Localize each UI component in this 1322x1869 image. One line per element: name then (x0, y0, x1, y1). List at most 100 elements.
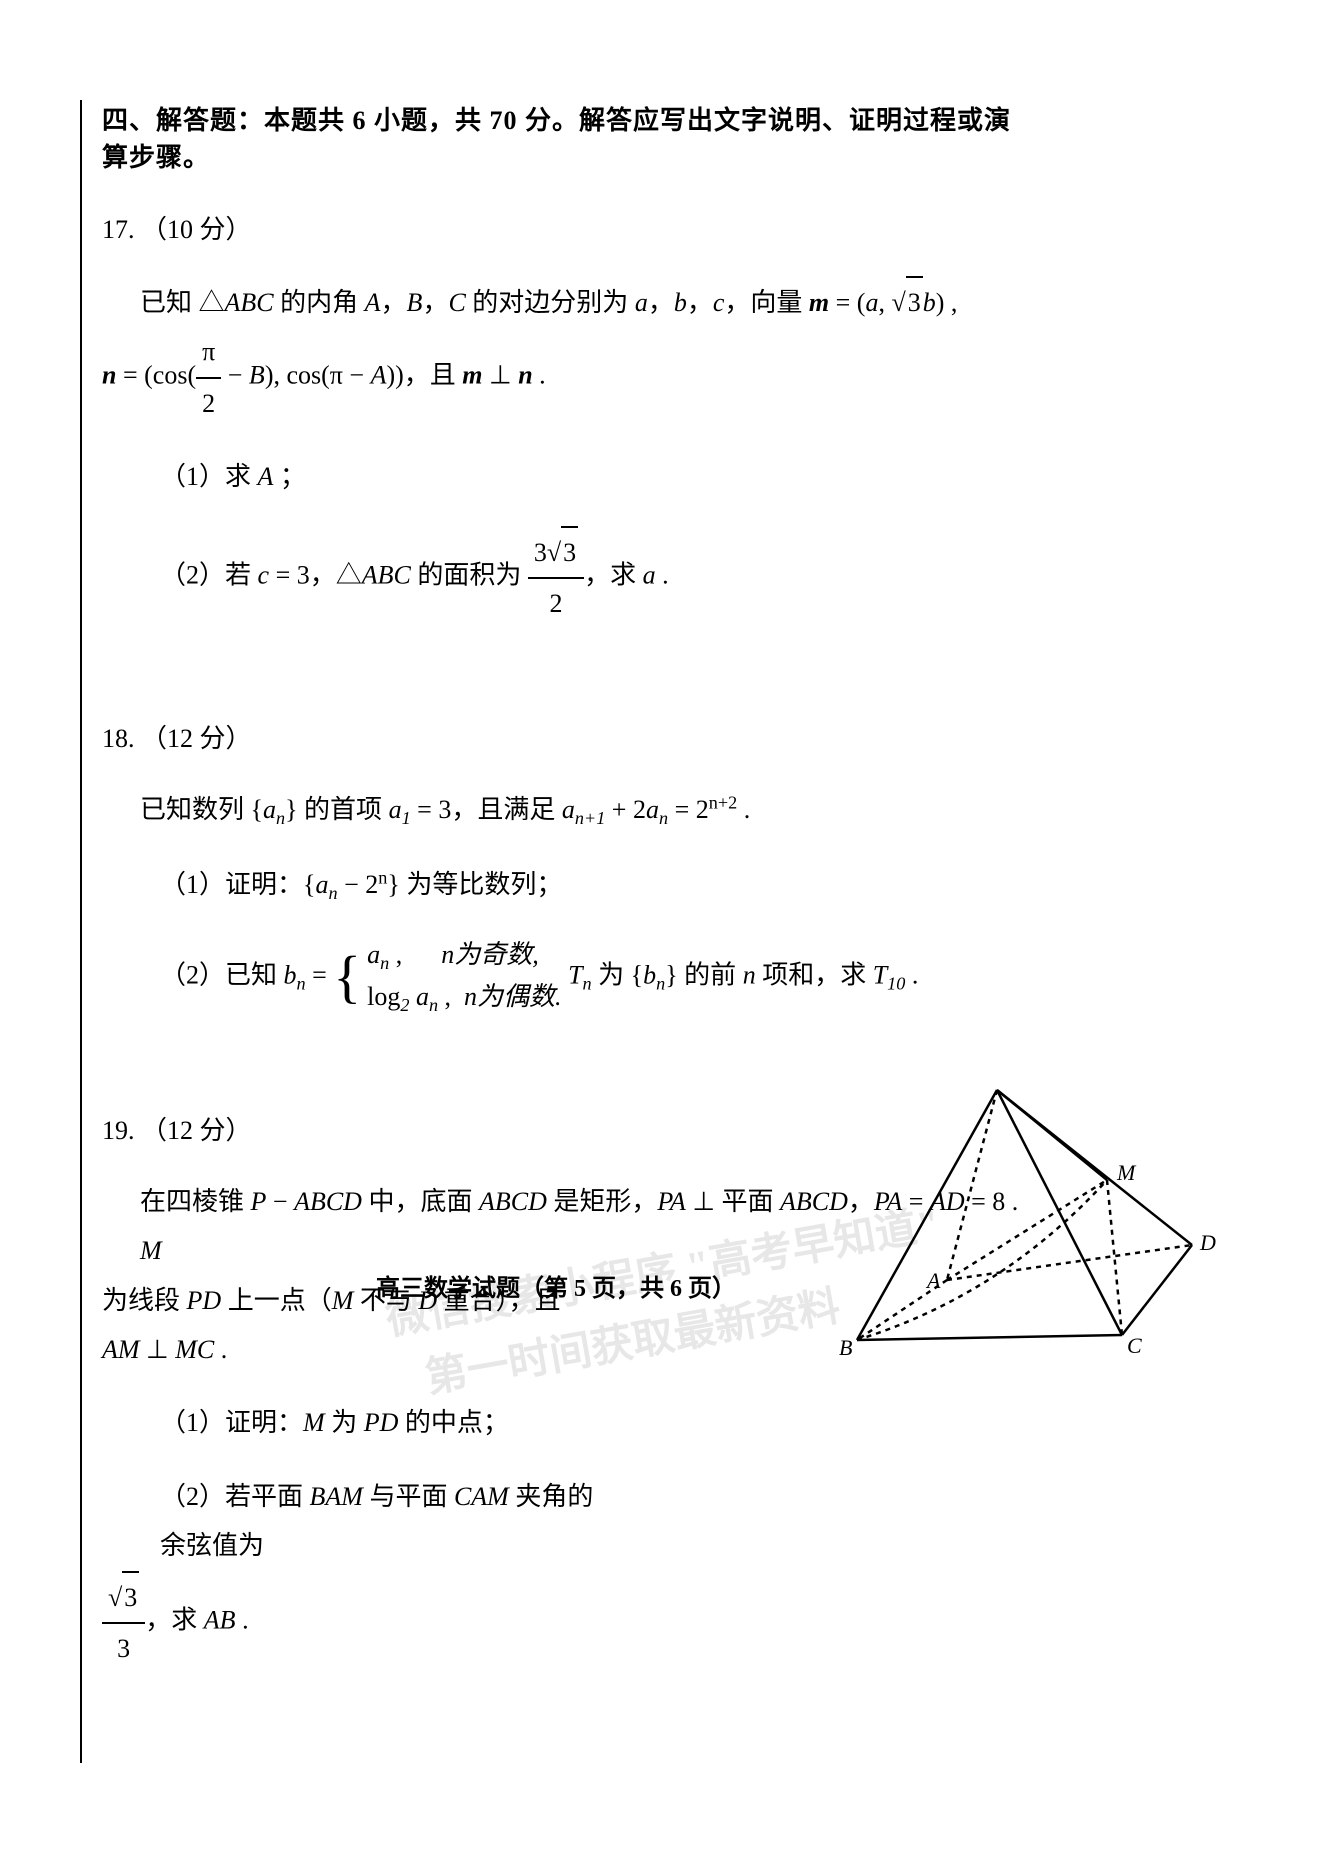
q17-s2eq: = 3，△ (269, 560, 362, 589)
q18-sub1: （1）证明：{an − 2n} 为等比数列； (102, 860, 1030, 911)
q17-C: C (448, 288, 465, 317)
q17-perp: ⊥ (483, 361, 519, 390)
q19-ABCD: ABCD (294, 1187, 362, 1216)
q19-cd: 3 (102, 1624, 145, 1673)
q18-p2: + 2 (605, 795, 646, 824)
q17-n2: n (518, 361, 532, 390)
q17-s2c: c (258, 560, 270, 589)
q17-m2: m (462, 361, 482, 390)
q17-b: b (674, 288, 687, 317)
q17-nclose: ))，且 (386, 361, 462, 390)
q17-cc: c (713, 288, 725, 317)
q17-points: （10 分） (141, 215, 252, 244)
q19-se2: . (236, 1605, 249, 1634)
q18-a1s: 1 (402, 809, 411, 829)
q17-mc: , (878, 288, 891, 317)
q18-eq3: = 3，且满足 (411, 795, 562, 824)
q18-s1end: } 为等比数列； (387, 870, 562, 899)
q18-s1an: a (315, 870, 328, 899)
q17-piden: 2 (196, 379, 221, 428)
q18-an2: a (646, 795, 659, 824)
q18-brace: { an , n为奇数, log2 an , n为偶数. (333, 935, 561, 1020)
svg-text:B: B (839, 1335, 852, 1360)
q18-an1: a (562, 795, 575, 824)
q18-ans: n (276, 809, 285, 829)
q17-per: . (533, 361, 546, 390)
q19-ss2: （2）若平面 (160, 1482, 310, 1511)
q17-an3: 3 (534, 538, 547, 567)
q19-sPD: PD (364, 1408, 399, 1437)
q17-m: m (809, 288, 829, 317)
q17-A: A (365, 288, 381, 317)
q17-neq: = (cos( (116, 361, 196, 390)
q18-s2p: （2）已知 (160, 960, 284, 989)
q19-d: − (266, 1187, 294, 1216)
q17-t3: 的对边分别为 (466, 288, 635, 317)
q18-Tn: T (568, 960, 582, 989)
q18-s2m3: } 的前 (665, 960, 742, 989)
q18-s2e: . (905, 960, 918, 989)
q18-bn2: b (643, 960, 656, 989)
q18-c2a: a (409, 982, 429, 1011)
q19-sM: M (303, 1408, 325, 1437)
q18-an1s: n+1 (575, 809, 605, 829)
q19-ss1: （1）证明： (160, 1408, 303, 1437)
q17-s2m: 的面积为 (411, 560, 528, 589)
q19-s1: 在四棱锥 (140, 1187, 251, 1216)
q19-s3: 是矩形， (547, 1187, 658, 1216)
q17-sub2: （2）若 c = 3，△ABC 的面积为 3√32，求 a . (102, 526, 1030, 629)
svg-text:C: C (1127, 1333, 1142, 1358)
q17-nA: A (371, 361, 387, 390)
q19-sm1: 与平面 (363, 1482, 454, 1511)
q19-diagram: PABCDM (832, 1085, 1222, 1365)
svg-text:M: M (1116, 1160, 1137, 1185)
section-header: 四、解答题：本题共 6 小题，共 70 分。解答应写出文字说明、证明过程或演算步… (102, 100, 1030, 174)
q17-nm1: − (221, 361, 249, 390)
q17-s2m2: ，求 (584, 560, 643, 589)
q17-t2: 的内角 (274, 288, 365, 317)
q18-a1: a (389, 795, 402, 824)
q19-se: 的中点； (398, 1408, 509, 1437)
q19-perp: ⊥ 平面 (686, 1187, 780, 1216)
q17-ma: a (865, 288, 878, 317)
q17-ans3: 3 (561, 526, 578, 577)
svg-text:D: D (1199, 1230, 1216, 1255)
q17-t4: ，向量 (724, 288, 809, 317)
q19-MC: MC (175, 1335, 214, 1364)
q17-c4: ， (687, 288, 713, 317)
q17-pinum: π (196, 327, 221, 378)
q17-meq: = ( (829, 288, 865, 317)
q18-an: a (263, 795, 276, 824)
q17-s1e: ； (273, 462, 306, 491)
q17-number: 17. (102, 215, 135, 244)
q18-c2s: n (429, 996, 438, 1016)
q18-number: 18. (102, 724, 135, 753)
q18-c2l: log (367, 982, 400, 1011)
q17-s2a: a (643, 560, 656, 589)
q18-s1p: （1）证明：{ (160, 870, 315, 899)
problem-18: 18. （12 分） 已知数列 {an} 的首项 a1 = 3，且满足 an+1… (102, 718, 1030, 1020)
q19-sm3: ，求 (145, 1605, 204, 1634)
q18-bns: n (297, 974, 306, 994)
q17-stem-line1: 已知 △ABC 的内角 A，B，C 的对边分别为 a，b，c，向量 m = (a… (102, 276, 1030, 327)
problem-17: 17. （10 分） 已知 △ABC 的内角 A，B，C 的对边分别为 a，b，… (102, 209, 1030, 628)
q19-sub2-line1: （2）若平面 BAM 与平面 CAM 夹角的余弦值为 (102, 1472, 602, 1571)
q19-number: 19. (102, 1116, 135, 1145)
q18-T10s: 10 (887, 974, 905, 994)
q18-s1m: − 2 (338, 870, 379, 899)
q17-B: B (407, 288, 423, 317)
brace-icon: { (333, 954, 361, 1000)
q17-c1: ， (381, 288, 407, 317)
problem-18-header: 18. （12 分） (102, 718, 1030, 755)
q19-AM: AM (102, 1335, 140, 1364)
svg-text:P: P (991, 1085, 1005, 1090)
q18-T10: T (873, 960, 887, 989)
q19-sm: 为 (325, 1408, 364, 1437)
q17-n: n (102, 361, 116, 390)
q18-s2m4: 项和，求 (756, 960, 873, 989)
q18-c2cond: n为偶数. (464, 982, 562, 1011)
q19-AB: AB (204, 1605, 236, 1634)
q18-sp: 已知数列 { (140, 795, 263, 824)
q18-sub2: （2）已知 bn = { an , n为奇数, log2 an , n为偶数. … (102, 935, 1030, 1020)
q18-Tns: n (583, 974, 592, 994)
